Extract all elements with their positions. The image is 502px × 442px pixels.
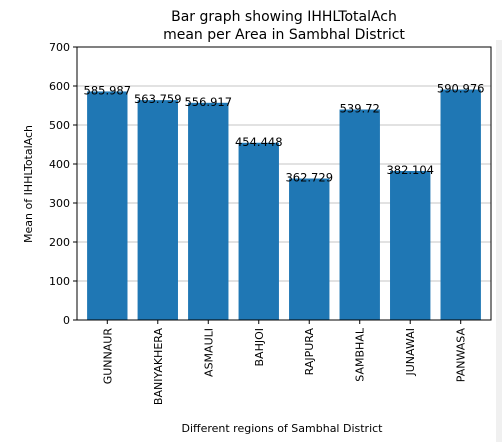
x-tick-label-baniyakhera: BANIYAKHERA xyxy=(152,328,165,406)
data-label-sambhal: 539.72 xyxy=(340,102,380,116)
bar-junawai xyxy=(390,170,431,320)
x-axis-ticks: GUNNAUR BANIYAKHERA ASMAULI BAHJOI RAJPURA SA… xyxy=(101,320,468,406)
bar-panwasa xyxy=(440,89,481,320)
data-label-gunnaur: 585.987 xyxy=(84,83,132,97)
window-edge xyxy=(496,40,502,442)
x-tick-label-panwasa: PANWASA xyxy=(455,328,468,383)
data-label-bahjoi: 454.448 xyxy=(235,135,283,149)
y-axis-ticks: 0 100 200 300 400 500 600 700 xyxy=(49,41,77,327)
bar-gunnaur xyxy=(87,91,128,320)
x-tick-label-gunnaur: GUNNAUR xyxy=(101,328,114,385)
plot-frame xyxy=(76,46,492,321)
y-tick-label: 700 xyxy=(49,41,70,54)
chart-title-line-2: mean per Area in Sambhal District xyxy=(163,27,405,43)
y-tick-label: 0 xyxy=(63,314,70,327)
y-axis-label: Mean of IHHLTotalAch xyxy=(22,125,35,243)
x-axis-label: Different regions of Sambhal District xyxy=(181,422,383,435)
chart-title-line-1: Bar graph showing IHHLTotalAch xyxy=(171,9,397,25)
y-tick-label: 300 xyxy=(49,197,70,210)
bar-asmauli xyxy=(188,102,229,320)
x-tick-label-bahjoi: BAHJOI xyxy=(253,328,266,367)
data-label-rajpura: 362.729 xyxy=(285,171,333,185)
x-tick-label-sambhal: SAMBHAL xyxy=(354,327,367,382)
bar-bahjoi xyxy=(238,142,279,320)
x-tick-label-rajpura: RAJPURA xyxy=(303,328,316,376)
y-tick-label: 100 xyxy=(49,275,70,288)
data-label-asmauli: 556.917 xyxy=(184,95,232,109)
bars xyxy=(87,89,481,320)
data-label-baniyakhera: 563.759 xyxy=(134,92,182,106)
y-tick-label: 600 xyxy=(49,80,70,93)
data-label-junawai: 382.104 xyxy=(386,163,434,177)
data-label-panwasa: 590.976 xyxy=(437,82,485,96)
y-tick-label: 200 xyxy=(49,236,70,249)
bar-rajpura xyxy=(289,178,330,320)
x-tick-label-asmauli: ASMAULI xyxy=(202,328,215,377)
y-tick-label: 500 xyxy=(49,119,70,132)
x-tick-label-junawai: JUNAWAI xyxy=(404,328,417,377)
bar-sambhal xyxy=(339,109,380,320)
bar-baniyakhera xyxy=(137,100,178,320)
y-tick-label: 400 xyxy=(49,158,70,171)
